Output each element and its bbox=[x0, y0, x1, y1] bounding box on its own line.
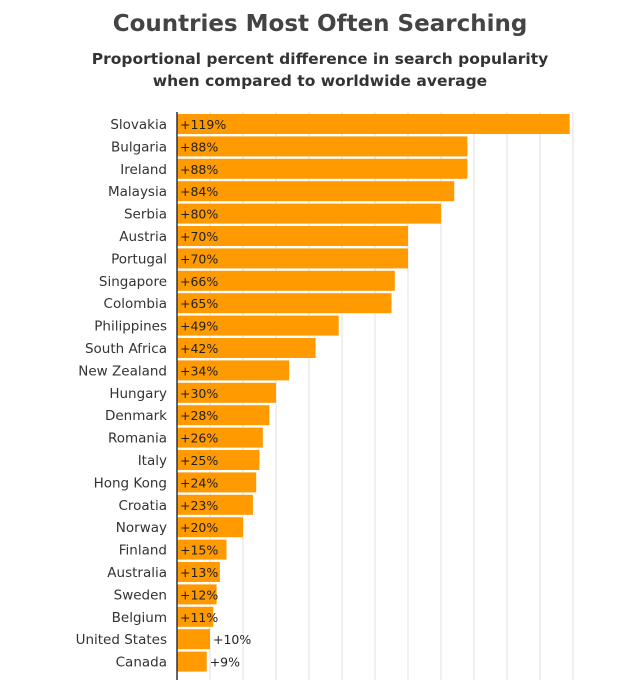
bar bbox=[177, 517, 243, 538]
bar bbox=[177, 405, 270, 426]
data-label: +23% bbox=[180, 498, 218, 513]
bar bbox=[177, 338, 316, 358]
data-label: +84% bbox=[180, 184, 218, 199]
chart-subtitle-line-2: when compared to worldwide average bbox=[153, 72, 487, 90]
data-label: +42% bbox=[180, 341, 218, 356]
bar bbox=[177, 584, 217, 605]
data-label: +66% bbox=[180, 274, 218, 289]
data-label: +49% bbox=[180, 319, 218, 334]
data-label: +34% bbox=[180, 363, 218, 378]
data-label: +12% bbox=[180, 587, 218, 602]
data-label: +65% bbox=[180, 296, 218, 311]
bar bbox=[177, 270, 395, 291]
data-label: +9% bbox=[210, 655, 240, 670]
data-label: +119% bbox=[180, 117, 226, 132]
bar bbox=[177, 539, 227, 560]
bar bbox=[177, 226, 408, 246]
category-label: Australia bbox=[107, 565, 167, 581]
bar bbox=[177, 450, 260, 470]
bar bbox=[177, 562, 220, 582]
category-label: Bulgaria bbox=[111, 139, 167, 155]
category-label: Canada bbox=[116, 655, 167, 671]
chart-subtitle-line-1: Proportional percent difference in searc… bbox=[92, 50, 549, 68]
bar bbox=[177, 494, 253, 515]
data-label: +70% bbox=[180, 251, 218, 266]
bar bbox=[177, 293, 392, 314]
data-label: +25% bbox=[180, 453, 218, 468]
category-label: Finland bbox=[119, 543, 167, 559]
category-label: Hong Kong bbox=[94, 475, 167, 491]
bars: Slovakia +119% Bulgaria +88% Ireland +88% Mala… bbox=[76, 114, 570, 672]
bar bbox=[177, 382, 276, 403]
bar bbox=[177, 651, 207, 672]
category-label: United States bbox=[76, 632, 167, 648]
bar bbox=[177, 181, 455, 202]
data-label: +80% bbox=[180, 207, 218, 222]
data-label: +15% bbox=[180, 543, 218, 558]
data-label: +24% bbox=[180, 475, 218, 490]
data-label: +88% bbox=[180, 139, 218, 154]
category-label: Austria bbox=[119, 229, 167, 245]
bar bbox=[177, 248, 408, 269]
category-label: Italy bbox=[138, 453, 167, 469]
bar bbox=[177, 114, 570, 134]
bar bbox=[177, 472, 257, 493]
bar bbox=[177, 360, 290, 381]
category-label: Portugal bbox=[111, 251, 167, 267]
category-label: New Zealand bbox=[78, 363, 167, 379]
data-label: +30% bbox=[180, 386, 218, 401]
data-label: +28% bbox=[180, 408, 218, 423]
data-label: +13% bbox=[180, 565, 218, 580]
category-label: Singapore bbox=[99, 274, 167, 290]
bar bbox=[177, 203, 441, 224]
category-label: Romania bbox=[108, 431, 167, 447]
category-label: Serbia bbox=[124, 207, 167, 223]
category-label: Croatia bbox=[118, 498, 167, 514]
category-label: Colombia bbox=[104, 296, 167, 312]
chart-title: Countries Most Often Searching bbox=[113, 11, 528, 37]
category-label: Belgium bbox=[112, 610, 167, 626]
data-label: +26% bbox=[180, 431, 218, 446]
category-label: Norway bbox=[116, 520, 167, 536]
data-label: +11% bbox=[180, 610, 218, 625]
category-label: South Africa bbox=[85, 341, 167, 357]
category-label: Malaysia bbox=[108, 184, 167, 200]
bar bbox=[177, 315, 339, 336]
category-label: Ireland bbox=[120, 162, 167, 178]
bar bbox=[177, 629, 210, 650]
data-label: +70% bbox=[180, 229, 218, 244]
bar bbox=[177, 606, 214, 627]
bar bbox=[177, 158, 468, 179]
category-label: Philippines bbox=[94, 319, 167, 335]
data-label: +88% bbox=[180, 162, 218, 177]
data-label: +10% bbox=[213, 632, 251, 647]
bar bbox=[177, 427, 263, 448]
bar bbox=[177, 136, 468, 157]
category-label: Hungary bbox=[109, 386, 167, 402]
category-label: Sweden bbox=[114, 587, 167, 603]
category-label: Denmark bbox=[105, 408, 167, 424]
data-label: +20% bbox=[180, 520, 218, 535]
category-label: Slovakia bbox=[110, 117, 167, 133]
